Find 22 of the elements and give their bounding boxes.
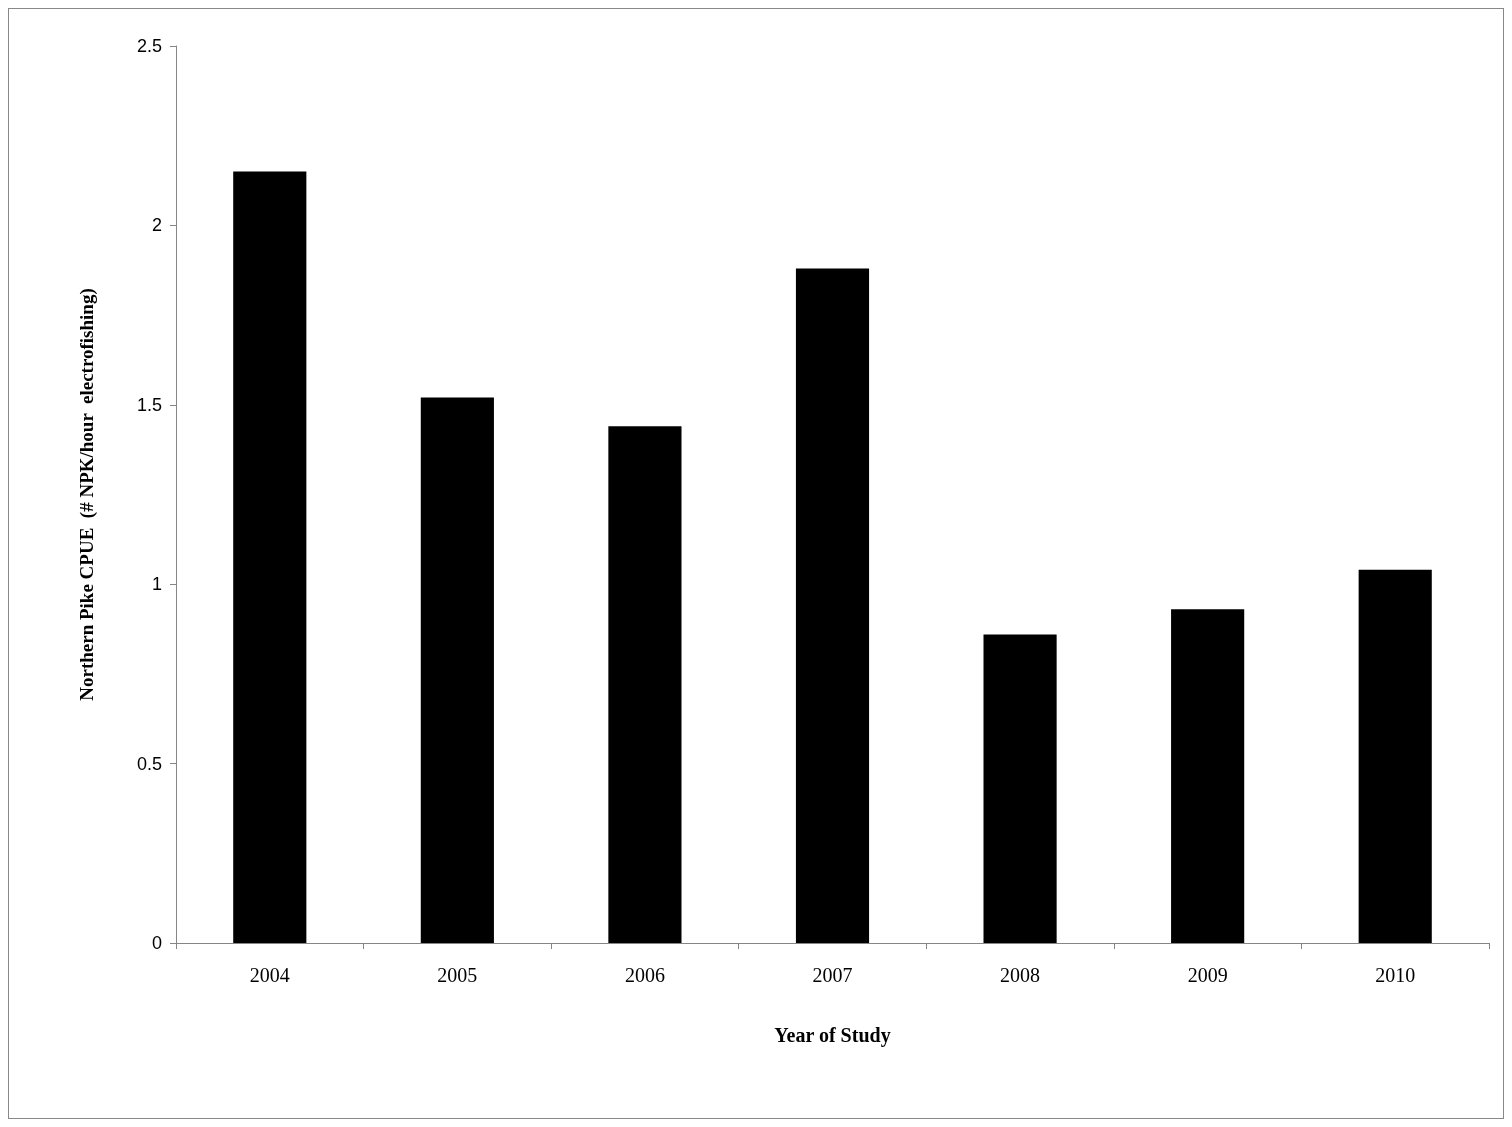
bar bbox=[983, 634, 1057, 943]
x-tick-label: 2005 bbox=[437, 964, 478, 986]
bar bbox=[1171, 609, 1245, 943]
bar bbox=[233, 171, 307, 943]
x-tick-label: 2008 bbox=[1000, 964, 1041, 986]
bar bbox=[608, 426, 682, 943]
x-tick-label: 2010 bbox=[1375, 964, 1416, 986]
x-tick-label: 2004 bbox=[249, 964, 290, 986]
y-tick-label: 1.5 bbox=[136, 394, 162, 415]
x-tick-label: 2006 bbox=[624, 964, 665, 986]
x-axis-title: Year of Study bbox=[774, 1024, 891, 1047]
y-tick-label: 0 bbox=[151, 933, 162, 953]
y-axis-title: Northern Pike CPUE (# NPK/hour electrofishing) bbox=[76, 288, 98, 701]
y-tick-label: 1 bbox=[151, 574, 162, 595]
x-tick-label: 2007 bbox=[812, 964, 853, 986]
x-tick-label: 2009 bbox=[1187, 964, 1228, 986]
y-tick-label: 2.5 bbox=[136, 36, 162, 56]
bar bbox=[795, 268, 870, 943]
y-tick-label: 0.5 bbox=[136, 753, 162, 774]
bar bbox=[420, 397, 494, 943]
y-tick-label: 2 bbox=[151, 215, 162, 236]
bar bbox=[1358, 569, 1432, 943]
